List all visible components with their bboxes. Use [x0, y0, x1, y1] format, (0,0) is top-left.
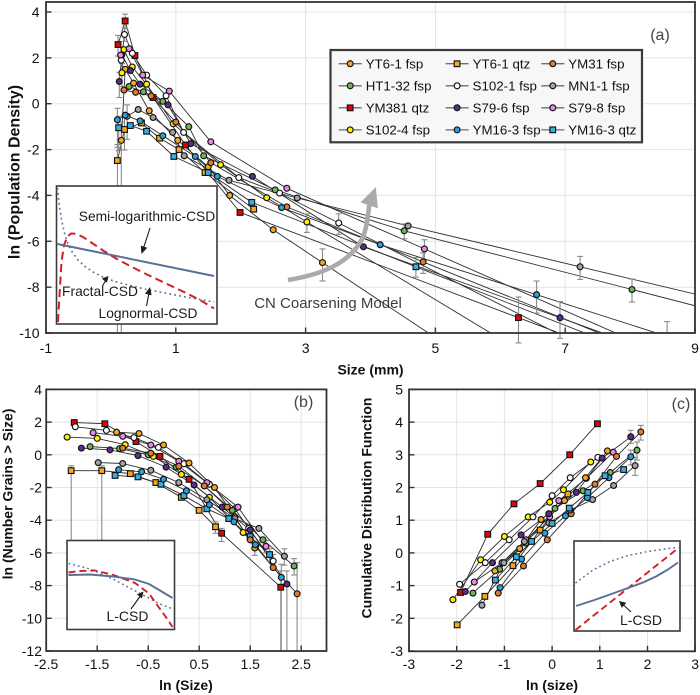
svg-text:YM381 qtz: YM381 qtz: [366, 101, 430, 116]
svg-text:ln (Number Grains > Size): ln (Number Grains > Size): [0, 409, 16, 580]
svg-text:-6: -6: [30, 545, 43, 561]
svg-text:1: 1: [172, 340, 180, 356]
svg-text:4: 4: [34, 381, 42, 397]
svg-text:5: 5: [395, 381, 403, 397]
svg-text:-4: -4: [27, 187, 40, 203]
svg-text:-1: -1: [40, 340, 53, 356]
svg-text:0: 0: [395, 545, 403, 561]
svg-text:-8: -8: [27, 279, 40, 295]
svg-text:Size (mm): Size (mm): [337, 362, 403, 378]
svg-text:S79-6 fsp: S79-6 fsp: [473, 101, 530, 116]
svg-text:-1: -1: [391, 578, 404, 594]
svg-text:5: 5: [432, 340, 440, 356]
svg-text:2: 2: [395, 480, 403, 496]
svg-text:Fractal-CSD: Fractal-CSD: [62, 284, 138, 299]
svg-text:-2.5: -2.5: [34, 656, 58, 672]
svg-text:2.5: 2.5: [291, 656, 311, 672]
svg-text:S102-4 fsp: S102-4 fsp: [366, 123, 430, 138]
svg-text:YT6-1 fsp: YT6-1 fsp: [366, 57, 424, 72]
svg-text:-2: -2: [391, 610, 404, 626]
svg-text:(b): (b): [294, 394, 314, 411]
svg-text:-1: -1: [498, 656, 511, 672]
svg-text:L-CSD: L-CSD: [620, 612, 662, 628]
svg-text:S102-1 fsp: S102-1 fsp: [473, 79, 537, 94]
svg-text:1: 1: [395, 512, 403, 528]
svg-text:-1.5: -1.5: [85, 656, 109, 672]
svg-text:3: 3: [691, 656, 699, 672]
svg-text:-10: -10: [22, 610, 42, 626]
svg-text:0: 0: [32, 96, 40, 112]
svg-text:-3: -3: [391, 643, 404, 659]
svg-text:ln (Population Density): ln (Population Density): [7, 85, 24, 259]
svg-text:0: 0: [548, 656, 556, 672]
svg-text:YM16-3 fsp: YM16-3 fsp: [473, 123, 541, 138]
svg-text:Cumulative Distribution Functi: Cumulative Distribution Function: [359, 398, 375, 619]
svg-text:7: 7: [561, 340, 569, 356]
svg-text:CN Coarsening Model: CN Coarsening Model: [254, 295, 402, 312]
svg-text:YM16-3 qtz: YM16-3 qtz: [568, 123, 636, 138]
svg-text:(c): (c): [672, 396, 691, 413]
svg-text:-8: -8: [30, 578, 43, 594]
svg-text:4: 4: [395, 414, 403, 430]
svg-text:ln (size): ln (size): [526, 677, 578, 693]
svg-text:-2: -2: [30, 480, 43, 496]
svg-text:0: 0: [34, 447, 42, 463]
svg-text:2: 2: [34, 414, 42, 430]
svg-text:L-CSD: L-CSD: [106, 608, 148, 624]
svg-text:-0.5: -0.5: [136, 656, 160, 672]
svg-text:-2: -2: [27, 142, 40, 158]
svg-text:-6: -6: [27, 233, 40, 249]
svg-text:1: 1: [596, 656, 604, 672]
svg-text:3: 3: [395, 447, 403, 463]
svg-text:HT1-32 fsp: HT1-32 fsp: [366, 79, 432, 94]
svg-text:4: 4: [32, 4, 40, 20]
svg-text:S79-8 fsp: S79-8 fsp: [568, 101, 625, 116]
svg-text:ln (Size): ln (Size): [159, 677, 213, 693]
svg-text:MN1-1 fsp: MN1-1 fsp: [568, 79, 629, 94]
svg-text:-10: -10: [19, 325, 39, 341]
svg-text:2: 2: [32, 50, 40, 66]
svg-text:Lognormal-CSD: Lognormal-CSD: [99, 306, 198, 321]
svg-text:-12: -12: [22, 643, 42, 659]
svg-text:-3: -3: [403, 656, 416, 672]
svg-text:0.5: 0.5: [189, 656, 209, 672]
svg-text:-4: -4: [30, 512, 43, 528]
svg-text:Semi-logarithmic-CSD: Semi-logarithmic-CSD: [79, 209, 215, 224]
svg-text:-2: -2: [450, 656, 463, 672]
svg-text:2: 2: [644, 656, 652, 672]
svg-text:1.5: 1.5: [240, 656, 260, 672]
svg-text:(a): (a): [650, 27, 670, 44]
svg-text:3: 3: [302, 340, 310, 356]
svg-text:YM31 fsp: YM31 fsp: [568, 57, 624, 72]
svg-text:YT6-1 qtz: YT6-1 qtz: [473, 57, 531, 72]
svg-text:9: 9: [691, 340, 699, 356]
